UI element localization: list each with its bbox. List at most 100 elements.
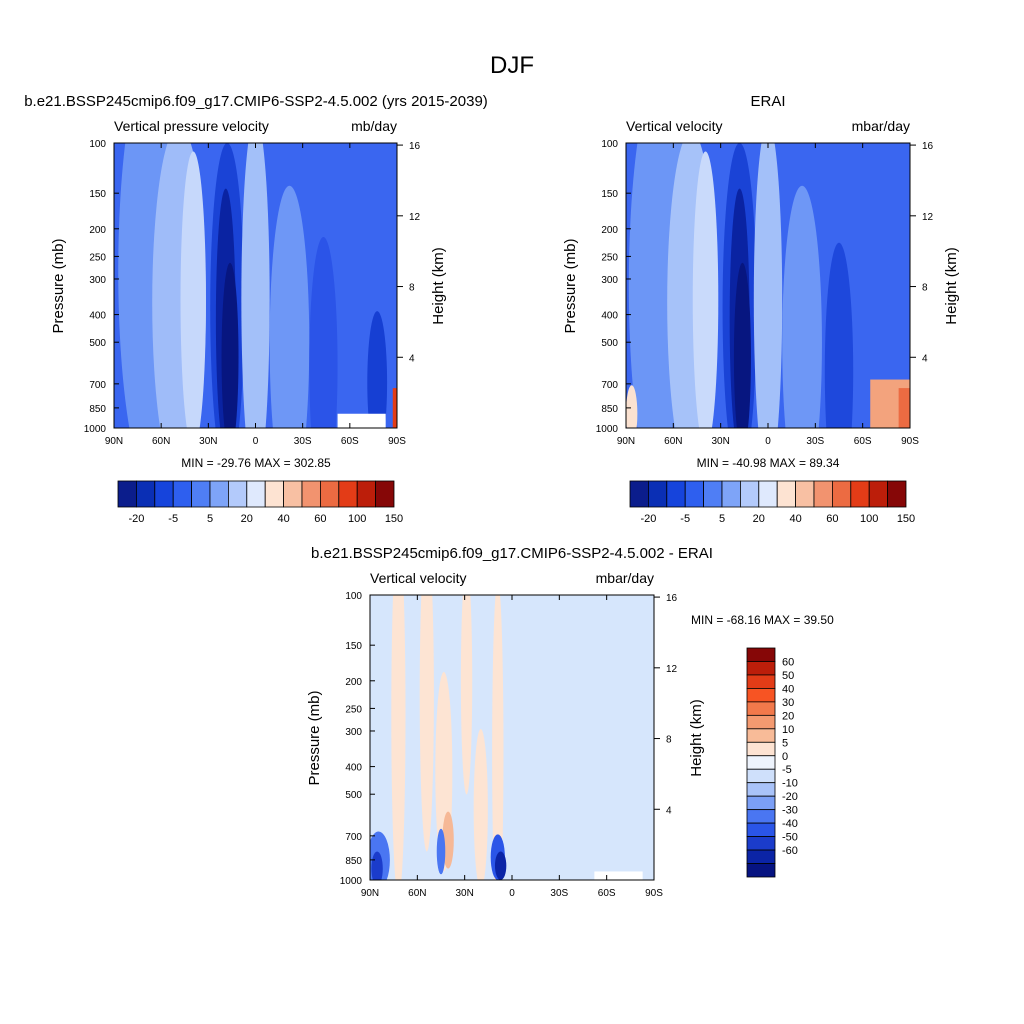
colorbar-label: 5 [207, 513, 213, 525]
colorbar-label: 20 [782, 710, 794, 722]
contour-region [269, 185, 310, 428]
colorbar-label: -5 [782, 764, 792, 776]
x-tick-label: 90S [645, 888, 663, 899]
colorbar-label: -20 [640, 513, 656, 525]
colorbar-swatch [301, 480, 321, 508]
colorbar-label: 5 [782, 737, 788, 749]
x-tick-label: 30S [550, 888, 568, 899]
x-tick-label: 60S [598, 888, 616, 899]
y-tick-label: 250 [601, 252, 618, 263]
panel-title: ERAI [750, 93, 785, 110]
colorbar-swatch [172, 480, 192, 508]
y-tick-label: 700 [345, 832, 362, 843]
y-tick-label: 400 [601, 311, 618, 322]
colorbar-swatch [746, 728, 776, 743]
colorbar-swatch [795, 480, 815, 508]
colorbar-swatch [246, 480, 266, 508]
contour-region [460, 595, 473, 795]
colorbar-swatch [629, 480, 649, 508]
contour-field [626, 143, 910, 428]
contour-region [473, 728, 488, 880]
y-tick-label: 150 [345, 641, 362, 652]
min-max-label: MIN = -68.16 MAX = 39.50 [691, 613, 834, 627]
y-axis-label: Pressure (mb) [562, 238, 579, 333]
right-string: mbar/day [596, 570, 654, 586]
left-string: Vertical velocity [370, 570, 466, 586]
colorbar-swatch [746, 849, 776, 864]
colorbar-swatch [746, 741, 776, 757]
colorbar-swatch [746, 674, 776, 689]
y-tick-label: 100 [89, 139, 106, 150]
colorbar-label: -50 [782, 832, 798, 844]
colorbar-label: 40 [782, 683, 794, 695]
colorbar-swatch [666, 480, 686, 508]
y-tick-label-right: 4 [409, 353, 415, 364]
y-tick-label: 500 [345, 790, 362, 801]
x-tick-label: 90S [901, 436, 919, 447]
colorbar-label: -20 [782, 791, 798, 803]
contour-region [733, 262, 751, 428]
plot-area: 90N 60N 30N 0 30S 60S 90S 100 150 200 250 300 400 500… [84, 139, 421, 447]
y-tick-label: 1000 [84, 424, 107, 435]
y-tick-label-right: 4 [922, 353, 928, 364]
y-axis-label-right: Height (km) [688, 699, 705, 777]
x-tick-label: 90N [617, 436, 635, 447]
colorbar-label: 5 [719, 513, 725, 525]
colorbar-swatch [319, 480, 340, 508]
y-tick-label: 500 [89, 338, 106, 349]
colorbar: -20 -5 5 20 40 60 100 150 [629, 480, 915, 525]
colorbar-swatch [868, 480, 889, 508]
colorbar-label: -30 [782, 805, 798, 817]
colorbar-label: -5 [680, 513, 690, 525]
colorbar-swatch [746, 701, 776, 716]
contour-region [626, 385, 638, 428]
y-tick-label: 1000 [340, 876, 363, 887]
colorbar-label: -20 [128, 513, 144, 525]
left-string: Vertical velocity [626, 118, 722, 134]
y-tick-label: 700 [601, 380, 618, 391]
colorbar-swatch [746, 768, 776, 784]
contour-region [442, 811, 454, 869]
y-tick-label: 250 [89, 252, 106, 263]
x-tick-label: 90N [105, 436, 123, 447]
y-axis-label-right: Height (km) [943, 247, 960, 325]
panel-model: b.e21.BSSP245cmip6.f09_g17.CMIP6-SSP2-4.… [24, 93, 488, 525]
x-tick-label: 60S [341, 436, 359, 447]
y-tick-label-right: 16 [922, 141, 934, 152]
colorbar-label: 100 [860, 513, 878, 525]
main-title: DJF [490, 52, 534, 79]
colorbar-label: 150 [385, 513, 403, 525]
x-tick-label: 30N [455, 888, 473, 899]
colorbar-swatch [746, 863, 776, 878]
colorbar-swatch [758, 480, 778, 508]
panel-title: b.e21.BSSP245cmip6.f09_g17.CMIP6-SSP2-4.… [24, 93, 488, 110]
contour-region [692, 151, 719, 428]
colorbar-swatch [117, 480, 137, 508]
y-tick-label: 1000 [596, 424, 619, 435]
y-tick-label: 200 [89, 225, 106, 236]
colorbar-swatch [776, 480, 797, 508]
y-axis-label-right: Height (km) [430, 247, 447, 325]
missing-data [337, 413, 386, 428]
x-tick-label: 30S [294, 436, 312, 447]
x-tick-label: 30S [806, 436, 824, 447]
contour-region [898, 388, 910, 428]
x-tick-label: 90S [388, 436, 406, 447]
missing-data [594, 871, 643, 880]
plot-area: 90N 60N 30N 0 30S 60S 90S 100 150 200 250 300 400 500… [340, 591, 678, 899]
y-tick-label: 400 [345, 763, 362, 774]
y-tick-label: 500 [601, 338, 618, 349]
colorbar-swatch [746, 688, 776, 703]
y-tick-label: 100 [601, 139, 618, 150]
panel-erai: ERAI Vertical velocity mbar/day 90N 60N 30… [562, 93, 960, 525]
contour-region [436, 828, 446, 875]
colorbar-swatch [703, 480, 723, 508]
contour-region [241, 143, 270, 428]
colorbar-swatch [887, 480, 907, 508]
y-axis-label: Pressure (mb) [50, 238, 67, 333]
right-string: mbar/day [852, 118, 910, 134]
colorbar-label: 10 [782, 724, 794, 736]
colorbar-swatch [154, 480, 174, 508]
